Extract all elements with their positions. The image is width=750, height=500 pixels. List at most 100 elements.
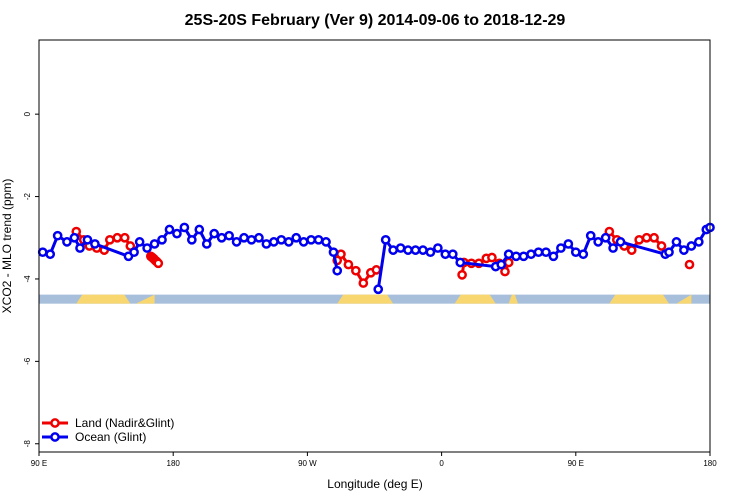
data-point: [679, 245, 689, 255]
y-tick-label: -6: [23, 357, 32, 365]
data-point: [373, 284, 384, 295]
x-tick-label: 90 E: [568, 459, 584, 468]
data-point: [172, 228, 182, 239]
legend-entry-1: Ocean (Glint): [42, 430, 146, 444]
data-point: [656, 241, 667, 251]
data-point: [563, 239, 574, 249]
data-point: [343, 259, 354, 270]
x-tick-label: 90 W: [298, 459, 317, 468]
data-point: [548, 251, 559, 262]
data-point: [269, 237, 279, 247]
data-point: [306, 234, 316, 245]
data-point: [239, 232, 249, 243]
data-point: [395, 243, 406, 253]
y-axis-label: XCO2 - MLO trend (ppm): [0, 179, 14, 314]
data-point: [231, 237, 242, 247]
land-region-0: [76, 294, 131, 304]
data-point: [254, 232, 264, 243]
data-point: [440, 249, 451, 260]
land-region-3: [454, 294, 496, 304]
data-point: [37, 247, 48, 258]
data-point: [75, 243, 85, 253]
land-region-5: [609, 294, 669, 304]
data-point: [104, 234, 115, 245]
data-point: [291, 232, 302, 243]
data-point: [209, 228, 220, 239]
data-point: [69, 232, 80, 243]
x-axis-label: Longitude (deg E): [327, 477, 422, 491]
x-tick-label: 0: [439, 459, 444, 468]
x-tick-label: 180: [703, 459, 717, 468]
data-point: [45, 249, 56, 260]
y-tick-label: 0: [23, 111, 32, 116]
data-point: [62, 237, 72, 247]
data-point: [388, 245, 398, 255]
data-point: [112, 232, 123, 243]
data-point: [533, 247, 544, 258]
y-tick-label: -4: [23, 275, 32, 283]
land-region-2: [337, 294, 394, 304]
data-point: [194, 224, 205, 235]
data-point: [410, 245, 421, 255]
data-point: [321, 237, 331, 247]
x-tick-label: 180: [167, 459, 181, 468]
data-point: [511, 251, 522, 262]
data-point: [298, 237, 309, 247]
data-point: [641, 232, 652, 243]
data-point: [518, 251, 529, 262]
data-point: [447, 249, 458, 260]
legend: Land (Nadir&Glint)Ocean (Glint): [42, 416, 174, 444]
data-point: [541, 247, 551, 258]
y-tick-label: -8: [23, 440, 32, 448]
data-point: [276, 234, 287, 245]
chart-title: 25S-20S February (Ver 9) 2014-09-06 to 2…: [185, 12, 566, 29]
data-point: [149, 239, 160, 249]
data-point: [570, 247, 581, 258]
data-point: [664, 247, 674, 258]
series-ocean: [37, 222, 715, 295]
data-point: [578, 249, 589, 260]
data-point: [380, 234, 391, 245]
data-point: [90, 239, 100, 249]
data-point: [585, 230, 596, 241]
data-point: [556, 243, 566, 253]
landmask-strip: [39, 294, 710, 304]
data-point: [457, 269, 467, 280]
data-point: [261, 239, 272, 249]
data-point: [686, 241, 697, 251]
data-point: [129, 247, 139, 258]
data-point: [246, 234, 257, 245]
x-tick-label: 90 E: [31, 459, 47, 468]
legend-marker: [50, 432, 60, 442]
plot-frame: [38, 39, 711, 453]
land-region-4: [508, 294, 519, 304]
data-point: [425, 247, 436, 258]
data-point: [134, 237, 145, 247]
data-point: [455, 257, 466, 268]
data-point: [649, 232, 659, 243]
land-region-1: [135, 294, 155, 304]
data-point: [593, 237, 604, 247]
data-point: [186, 234, 197, 245]
data-point: [358, 278, 369, 288]
data-point: [634, 234, 645, 245]
data-point: [608, 243, 618, 253]
data-point: [313, 234, 324, 245]
land-region-6: [676, 294, 692, 304]
data-point: [433, 243, 443, 253]
data-point: [332, 265, 343, 276]
data-point: [496, 259, 507, 270]
legend-marker: [50, 418, 60, 428]
data-point: [503, 249, 514, 260]
data-point: [142, 243, 152, 253]
legend-label: Land (Nadir&Glint): [75, 416, 174, 430]
data-point: [164, 224, 175, 235]
data-point: [487, 252, 497, 263]
data-point: [153, 258, 164, 269]
data-point: [418, 245, 428, 255]
data-point: [82, 234, 93, 245]
y-tick-label: -2: [23, 192, 32, 200]
legend-label: Ocean (Glint): [75, 430, 146, 444]
data-point: [371, 265, 382, 275]
